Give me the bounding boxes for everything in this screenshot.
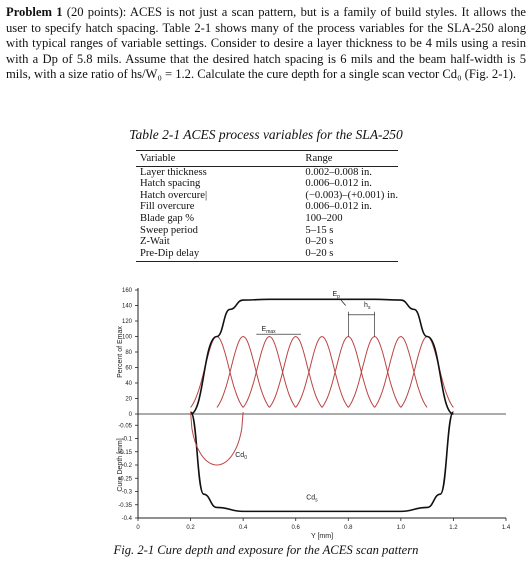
y-tick-label: -0.15: [118, 450, 132, 456]
y-tick-label: 40: [125, 381, 132, 387]
table-row: Z-Wait 0–20 s: [136, 236, 398, 248]
variable-cell: Hatch spacing: [140, 178, 201, 190]
header-range: Range: [301, 150, 398, 167]
x-tick-label: 0.4: [239, 525, 248, 531]
x-tick-label: 0.2: [186, 525, 195, 531]
y-tick-label: 160: [122, 288, 133, 294]
range-cell: 0–20 s: [301, 247, 398, 263]
x-tick-label: 0: [136, 525, 140, 531]
y-tick-label: 60: [125, 366, 132, 372]
y-tick-label: -0.25: [118, 476, 132, 482]
y-tick-label: 80: [125, 350, 132, 356]
table-row: Sweep period 5–15 s: [136, 225, 398, 237]
figure-caption: Fig. 2-1 Cure depth and exposure for the…: [113, 543, 419, 557]
table-row: Fill overcure 0.006–0.012 in.: [136, 201, 398, 213]
table-row: Layer thickness 0.002–0.008 in.: [136, 166, 398, 178]
y-axis-title-top: Percent of Emax: [117, 326, 124, 378]
range-cell: 0.006–0.012 in.: [305, 178, 372, 190]
y-tick-label: 20: [125, 397, 132, 403]
x-tick-label: 1.0: [397, 525, 406, 531]
range-cell: 0.002–0.008 in.: [305, 166, 372, 178]
y-tick-label: -0.2: [122, 463, 133, 469]
problem-text: (20 points): ACES is not just a scan pat…: [6, 5, 526, 82]
y-tick-label: 120: [122, 319, 133, 325]
emax-bell-curve: [242, 335, 297, 408]
hs-label: hs: [364, 302, 371, 311]
variable-cell: Blade gap %: [140, 212, 195, 224]
emax-bell-curve: [216, 335, 270, 408]
variable-cell: Pre-Dip delay: [136, 247, 302, 263]
emax-bell-curve: [190, 335, 244, 408]
cds-cure-depth-curve: [189, 411, 455, 513]
table-row: Hatch spacing 0.006–0.012 in.: [136, 178, 398, 190]
table-row: Pre-Dip delay 0–20 s: [136, 247, 398, 263]
y-tick-label: -0.4: [122, 516, 133, 522]
variable-cell: Z-Wait: [140, 236, 170, 248]
range-cell: 5–15 s: [305, 224, 334, 236]
variable-cell: Layer thickness: [140, 166, 207, 178]
range-cell: 0–20 s: [305, 236, 334, 248]
cd0-cure-depth-curve: [190, 411, 244, 466]
cd0-label: Cd0: [235, 452, 247, 461]
variables-table: Variable Range Layer thickness 0.002–0.00…: [136, 150, 398, 263]
emax-bell-curve: [269, 335, 323, 408]
emax-bell-curve: [295, 335, 349, 408]
y-tick-label: -0.05: [118, 423, 132, 429]
y-tick-label: 140: [122, 304, 133, 310]
problem-statement: Problem 1 (20 points): ACES is not just …: [6, 5, 526, 83]
emax-bell-curve: [374, 335, 428, 408]
cds-label: Cds: [306, 494, 318, 503]
problem-label: Problem 1: [6, 5, 63, 19]
variable-cell: Hatch overcure|: [140, 189, 208, 201]
x-tick-label: 1.4: [502, 525, 511, 531]
variable-cell: Fill overcure: [140, 201, 195, 213]
y-tick-label: -0.35: [118, 503, 132, 509]
ep-label: Ep: [333, 291, 341, 300]
cure-depth-exposure-figure: 160 140 120 100 80 60 40 20 0 -0.05 -0.1 -0.15 -0.2 -…: [117, 288, 511, 540]
ep-envelope-curve: [190, 298, 454, 415]
x-tick-label: 0.8: [344, 525, 353, 531]
y-tick-label: -0.1: [122, 437, 133, 443]
x-tick-label: 0.6: [292, 525, 301, 531]
y-tick-label: 0: [129, 412, 133, 418]
emax-bell-curve: [321, 335, 375, 408]
range-cell: 0.006–0.012 in.: [305, 201, 372, 213]
table-header-row: Variable Range: [136, 150, 398, 167]
range-cell: 100–200: [305, 212, 343, 224]
table-caption: Table 2-1 ACES process variables for the…: [129, 127, 403, 142]
variable-cell: Sweep period: [140, 224, 198, 236]
x-axis-title: Y [mm]: [311, 533, 333, 540]
range-cell: (−0.003)–(+0.001) in.: [305, 189, 398, 201]
header-variable: Variable: [136, 150, 302, 167]
table-row: Blade gap % 100–200: [136, 213, 398, 225]
table-row: Hatch overcure| (−0.003)–(+0.001) in.: [136, 190, 398, 202]
ep-leader-line: [340, 299, 346, 306]
x-tick-label: 1.2: [449, 525, 458, 531]
emax-bell-curve: [400, 335, 454, 408]
y-axis-title-bottom: Cure Depth [mm]: [117, 438, 124, 491]
emax-bell-curve: [347, 335, 402, 408]
y-tick-label: -0.3: [122, 490, 133, 496]
emax-label: Emax: [262, 326, 277, 335]
y-tick-label: 100: [122, 335, 133, 341]
